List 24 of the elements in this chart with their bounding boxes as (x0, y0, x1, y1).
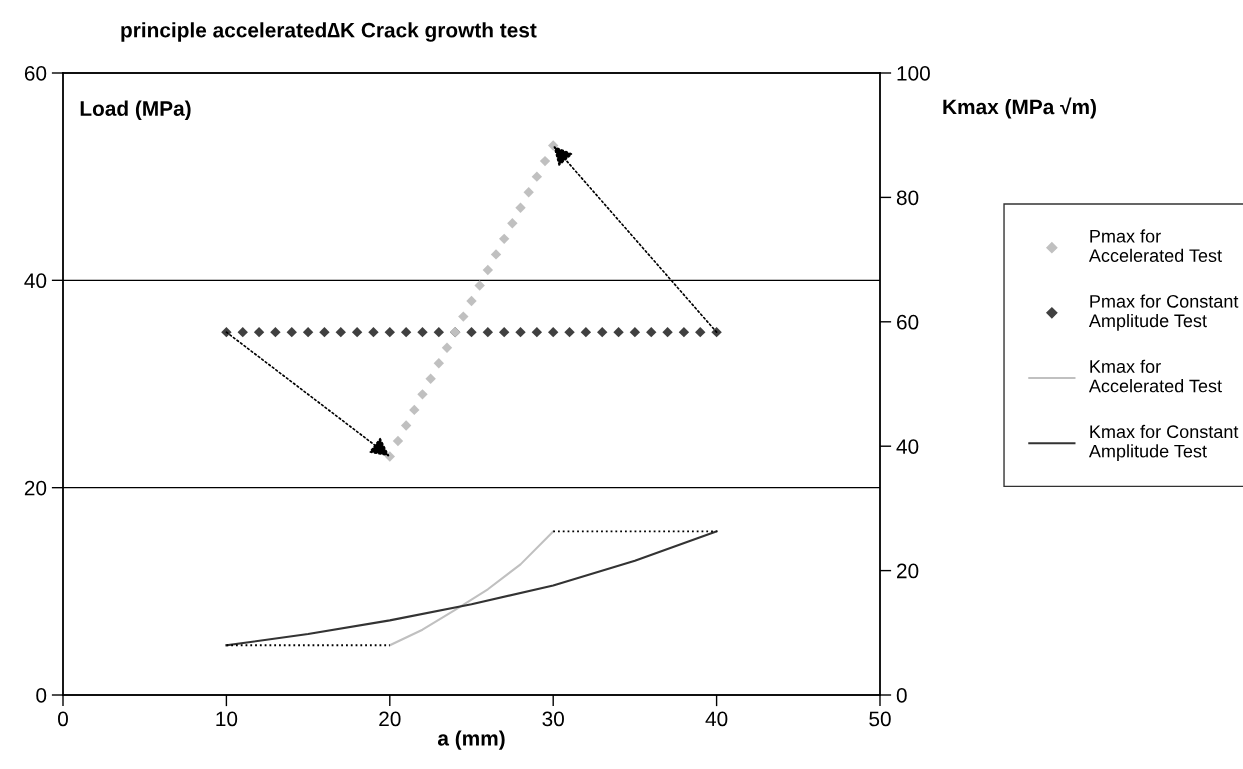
x-tick-label: 10 (216, 711, 238, 727)
legend-label: Pmax for Constant Amplitude Test (1088, 294, 1239, 331)
x-axis-title: a (mm) (437, 730, 505, 750)
legend-label: Kmax for Accelerated Test (1088, 359, 1222, 393)
x-tick-label: 30 (542, 711, 564, 727)
y2-tick-label: 80 (896, 190, 919, 206)
y-tick-label: 40 (24, 273, 47, 289)
x-tick-label: 40 (705, 711, 728, 727)
x-tick-label: 0 (58, 711, 68, 727)
y-axis-title: Load (MPa) (80, 100, 191, 121)
y-tick-label: 20 (24, 480, 47, 496)
y-tick-label: 0 (36, 688, 47, 703)
y2-tick-label: 20 (897, 563, 919, 579)
y2-tick-label: 100 (897, 66, 930, 81)
y2-tick-label: 60 (897, 314, 919, 330)
x-tick-label: 50 (869, 711, 891, 727)
y-tick-label: 60 (24, 66, 47, 81)
y2-axis-title: Kmax (MPa √m) (943, 97, 1096, 119)
x-tick-label: 20 (379, 711, 401, 727)
y2-tick-label: 0 (896, 688, 907, 703)
chart-title: principle accelerated∆K Crack growth test (121, 22, 537, 42)
y2-tick-label: 40 (896, 439, 919, 454)
legend-label: Pmax for Accelerated Test (1088, 229, 1222, 263)
legend-label: Kmax for Constant Amplitude Test (1088, 424, 1239, 462)
